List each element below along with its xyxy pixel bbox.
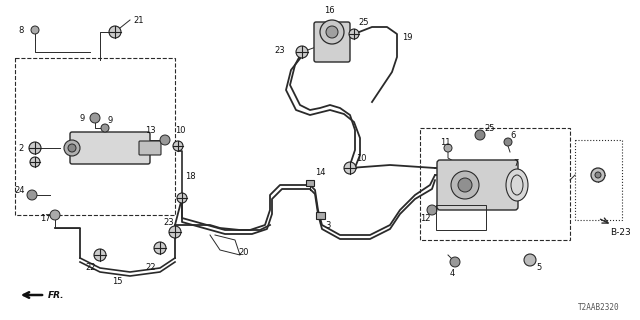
Bar	[316, 212, 324, 219]
Text: 23: 23	[163, 218, 173, 227]
Text: 21: 21	[133, 15, 143, 25]
Text: 18: 18	[185, 172, 196, 180]
Text: 25: 25	[484, 124, 495, 132]
Text: 9: 9	[80, 114, 85, 123]
Circle shape	[109, 26, 121, 38]
Circle shape	[27, 190, 37, 200]
Circle shape	[64, 140, 80, 156]
Text: 8: 8	[18, 26, 24, 35]
Circle shape	[94, 249, 106, 261]
Text: 15: 15	[112, 277, 122, 286]
Circle shape	[344, 162, 356, 174]
Text: 4: 4	[450, 269, 455, 278]
Circle shape	[326, 26, 338, 38]
Circle shape	[101, 124, 109, 132]
FancyBboxPatch shape	[437, 160, 518, 210]
Text: FR.: FR.	[48, 291, 65, 300]
Circle shape	[444, 144, 452, 152]
Circle shape	[450, 257, 460, 267]
Text: 13: 13	[145, 125, 156, 134]
Circle shape	[320, 20, 344, 44]
Text: 6: 6	[510, 131, 515, 140]
Circle shape	[154, 242, 166, 254]
Text: 17: 17	[40, 213, 51, 222]
Text: 10: 10	[175, 125, 186, 134]
Circle shape	[30, 157, 40, 167]
Text: 23: 23	[274, 45, 285, 54]
Text: 9: 9	[107, 116, 112, 124]
Text: B-23: B-23	[610, 228, 631, 236]
FancyBboxPatch shape	[70, 132, 150, 164]
FancyBboxPatch shape	[139, 141, 161, 155]
Text: 11: 11	[440, 138, 451, 147]
Circle shape	[591, 168, 605, 182]
Circle shape	[595, 172, 601, 178]
Circle shape	[475, 130, 485, 140]
Text: 2: 2	[18, 143, 23, 153]
Circle shape	[296, 46, 308, 58]
Bar	[306, 180, 314, 186]
Ellipse shape	[506, 169, 528, 201]
Circle shape	[524, 254, 536, 266]
Text: 24: 24	[14, 186, 24, 195]
Circle shape	[160, 135, 170, 145]
Text: 22: 22	[145, 263, 156, 273]
Circle shape	[90, 113, 100, 123]
Circle shape	[50, 210, 60, 220]
Circle shape	[68, 144, 76, 152]
Text: 20: 20	[238, 247, 248, 257]
Circle shape	[173, 141, 183, 151]
Text: 22: 22	[85, 263, 95, 273]
Circle shape	[177, 193, 187, 203]
Circle shape	[451, 171, 479, 199]
Circle shape	[427, 205, 437, 215]
Text: 5: 5	[536, 263, 541, 273]
Circle shape	[169, 226, 181, 238]
Text: 1: 1	[30, 157, 35, 166]
Text: 25: 25	[358, 18, 369, 27]
Text: 19: 19	[402, 33, 413, 42]
Circle shape	[29, 142, 41, 154]
Text: 3: 3	[325, 220, 330, 229]
Circle shape	[31, 26, 39, 34]
Text: 7: 7	[513, 158, 518, 167]
Text: 12: 12	[420, 213, 431, 222]
Circle shape	[458, 178, 472, 192]
Text: T2AAB2320: T2AAB2320	[579, 303, 620, 312]
Text: 10: 10	[356, 154, 367, 163]
Text: 16: 16	[324, 5, 335, 14]
Text: 14: 14	[315, 167, 326, 177]
Circle shape	[349, 29, 359, 39]
FancyBboxPatch shape	[314, 22, 350, 62]
Circle shape	[504, 138, 512, 146]
